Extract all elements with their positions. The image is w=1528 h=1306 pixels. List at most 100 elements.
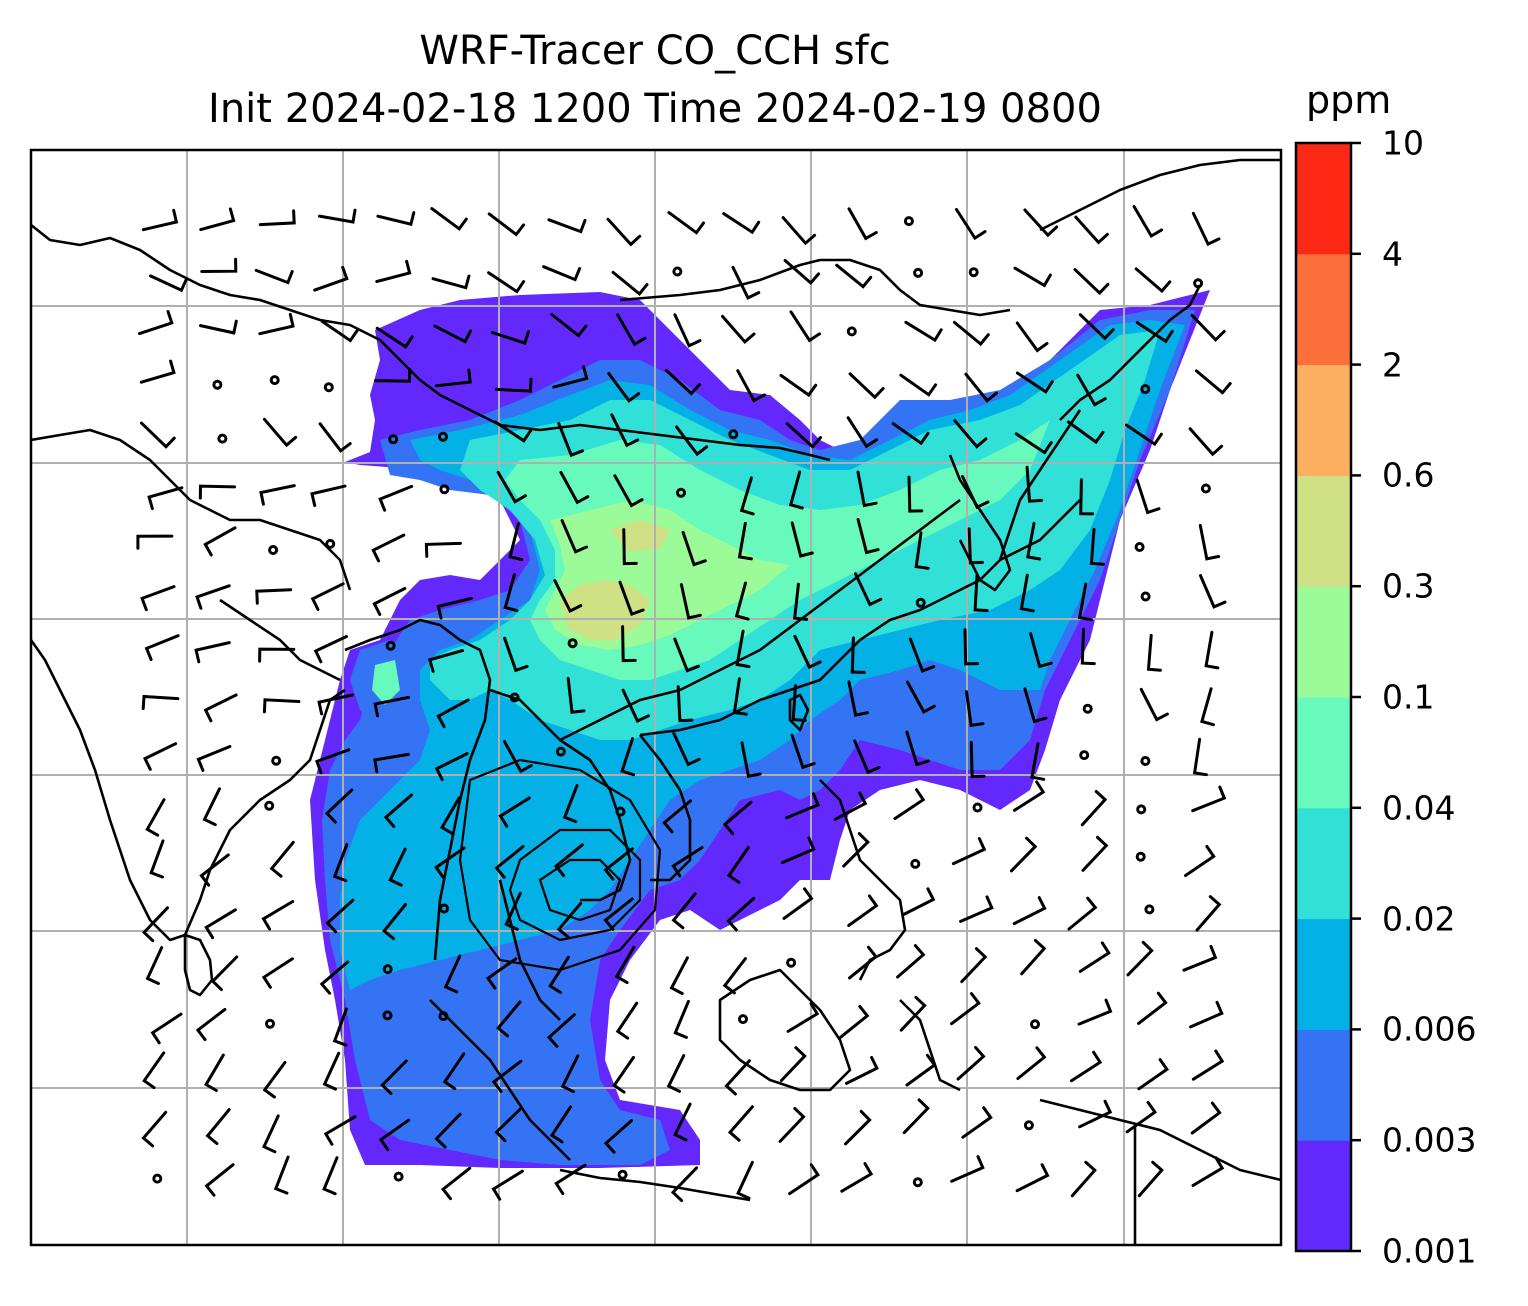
wind-barb (503, 573, 519, 613)
wind-barb (434, 1112, 462, 1149)
wind-barb (317, 693, 354, 716)
wind-barb (503, 740, 533, 774)
wind-barb (1023, 208, 1059, 238)
wind-barb (914, 531, 930, 570)
wind-barb (1135, 321, 1174, 344)
wind-barb (1198, 524, 1221, 561)
colorbar-segment (1296, 586, 1351, 698)
colorbar-tick-label: 0.001 (1382, 1231, 1477, 1271)
wind-barb (313, 635, 348, 664)
wind-barb (952, 320, 990, 347)
field-level-6 (560, 580, 650, 640)
wind-barb (969, 741, 986, 779)
wind-barb (1067, 896, 1098, 931)
wind-barb (194, 641, 231, 664)
wind-barb (726, 896, 756, 932)
wind-barb (1192, 737, 1208, 777)
wind-barb (722, 212, 761, 235)
wind-barb (856, 518, 880, 555)
wind-barb (611, 270, 649, 297)
wind-barb (203, 526, 237, 557)
wind-barb (731, 265, 761, 300)
wind-barb (736, 1160, 754, 1200)
map-title-line2: Init 2024-02-18 1200 Time 2024-02-19 080… (208, 86, 1102, 132)
wind-barb (901, 887, 936, 917)
wind-barb (1015, 371, 1054, 394)
malay-peninsula (498, 879, 561, 1021)
wind-barb (566, 677, 586, 714)
new-guinea (1039, 1098, 1281, 1182)
wind-barb (424, 541, 462, 558)
wind-barb (1009, 836, 1038, 873)
calm-marker (212, 379, 223, 390)
wind-barb (902, 1098, 930, 1135)
wind-barb (666, 1054, 686, 1093)
wind-barb (896, 944, 926, 979)
wind-barb (1070, 1050, 1103, 1083)
wind-barb (973, 574, 989, 612)
japan-south (999, 499, 1081, 562)
wind-barb (673, 999, 690, 1039)
wind-barb (491, 330, 530, 345)
wind-barb (324, 788, 354, 824)
china-interior (559, 498, 961, 742)
wind-barb (672, 732, 701, 767)
wind-barb (144, 634, 180, 661)
wind-barb (560, 1054, 580, 1094)
calm-marker (1082, 703, 1093, 714)
wind-barb (1078, 313, 1115, 341)
wind-barb (138, 310, 174, 336)
wind-barb (1125, 423, 1163, 447)
wind-barb (618, 580, 645, 617)
calm-marker (1079, 750, 1090, 761)
wind-barb (332, 1007, 348, 1047)
calm-marker (268, 545, 279, 555)
wind-barb (1139, 687, 1169, 722)
map-title-line1: WRF-Tracer CO_CCH sfc (419, 28, 891, 74)
wind-barb (1078, 941, 1111, 973)
wind-barb (553, 579, 583, 614)
wind-barb (1070, 1160, 1097, 1198)
calm-marker (382, 964, 393, 975)
wind-barb (673, 637, 700, 673)
wind-barb (1134, 267, 1172, 294)
concentration-field (310, 290, 1210, 1168)
wind-barb (325, 898, 355, 934)
wind-barb (136, 534, 174, 550)
wind-barb (781, 216, 817, 246)
wind-barb (559, 471, 590, 505)
wind-barb (323, 1115, 357, 1146)
wind-barb (793, 582, 809, 621)
calm-marker (152, 1173, 163, 1184)
calm-marker (676, 487, 686, 498)
wind-barb (736, 369, 766, 403)
wind-barb (854, 572, 883, 607)
wind-barb (676, 685, 694, 723)
wind-barb (613, 474, 644, 508)
wind-barbs (136, 205, 1232, 1203)
wind-barb (373, 695, 410, 718)
wind-barb (542, 265, 582, 282)
wind-barb (371, 533, 406, 563)
wind-barb (430, 207, 468, 231)
myanmar-border (344, 618, 492, 961)
wind-barb (314, 748, 351, 775)
wind-barb (318, 208, 357, 224)
calm-marker (617, 1169, 628, 1180)
sumatra (429, 999, 571, 1161)
calm-marker (1030, 1019, 1040, 1030)
wind-barb (664, 368, 701, 396)
wind-barb (964, 372, 999, 403)
calm-marker (438, 1011, 449, 1022)
wind-barb (1204, 630, 1220, 670)
calm-marker (786, 957, 797, 968)
wind-barb (383, 793, 413, 828)
wind-barb (1137, 1058, 1169, 1091)
wind-barb (790, 521, 814, 558)
wind-barb (498, 796, 531, 828)
wind-barb (724, 1059, 751, 1096)
wind-barb (622, 528, 638, 566)
wind-barb (1025, 465, 1043, 503)
vietnam-coast (638, 734, 692, 882)
